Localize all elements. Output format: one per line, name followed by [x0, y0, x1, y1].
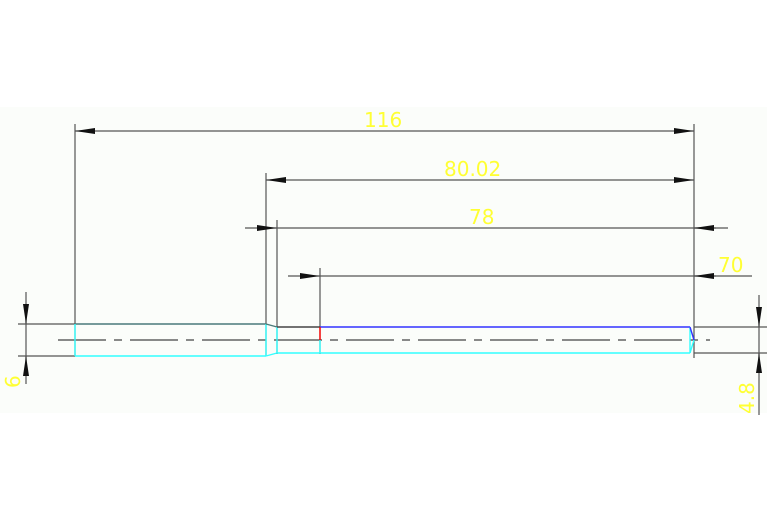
dimension-text-4-8[interactable]: 4.8 — [735, 382, 759, 414]
dimension-text-70[interactable]: 70 — [718, 253, 743, 277]
dimension-text-78[interactable]: 78 — [469, 205, 494, 229]
dimension-text-80-02[interactable]: 80.02 — [444, 157, 501, 181]
shaft-outline — [74, 323, 695, 357]
dimension-text-6[interactable]: 6 — [1, 375, 25, 388]
dimension-text-116[interactable]: 116 — [364, 108, 402, 132]
drawing-background — [0, 107, 767, 413]
